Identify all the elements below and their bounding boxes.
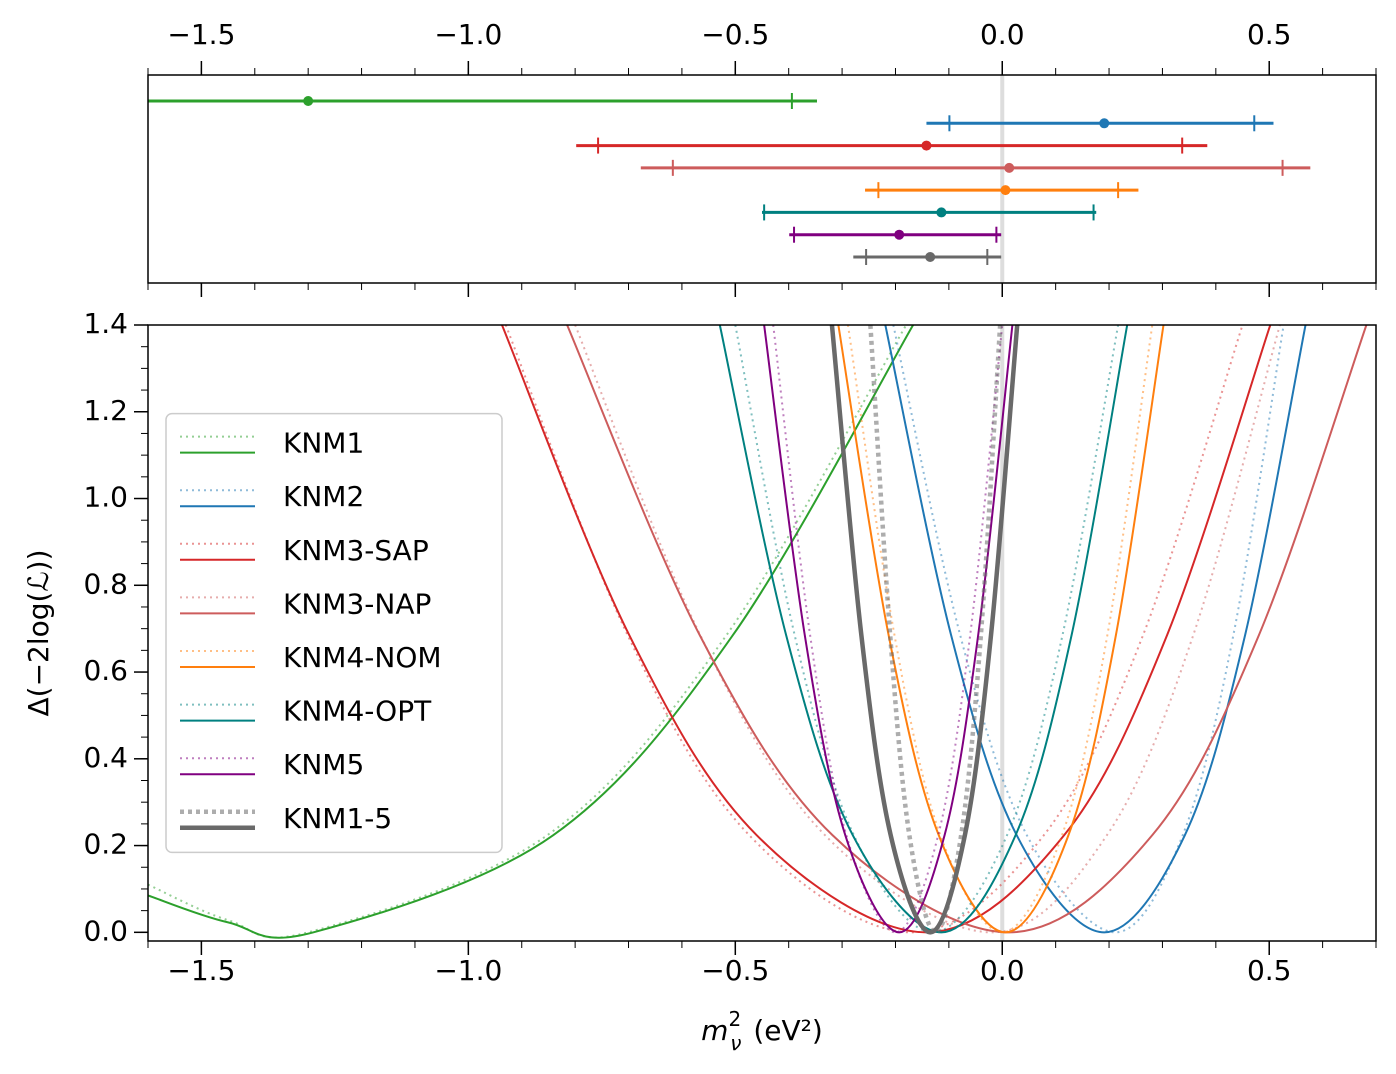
x-tick-label: 0.5: [1247, 954, 1292, 987]
y-tick-label: 0.2: [83, 828, 128, 861]
solid-curve: [718, 325, 1129, 934]
dotted-curve: [868, 325, 1003, 935]
legend-label: KNM5: [283, 748, 364, 781]
frame: [147, 324, 1377, 942]
best-fit: [1000, 185, 1011, 196]
x-label-symbol: m: [701, 1014, 728, 1047]
x-axis-label: m2 ν (eV²): [701, 1007, 823, 1055]
x-tick-label: −1.5: [167, 954, 235, 987]
x-tick-label: −1.0: [434, 954, 502, 987]
solid-curve: [837, 325, 1165, 934]
y-tick-label: 0.6: [83, 654, 128, 687]
dotted-curve: [148, 325, 908, 939]
x-tick-label: 0.0: [980, 18, 1025, 51]
best-fit: [936, 207, 947, 218]
best-fit: [303, 96, 314, 106]
solid-curve: [884, 325, 1307, 934]
best-fit: [925, 252, 936, 262]
legend-label: KNM3-SAP: [283, 534, 429, 567]
legend-label: KNM2: [283, 480, 364, 513]
y-tick-label: 1.0: [83, 481, 128, 514]
legend-label: KNM4-OPT: [283, 695, 432, 728]
best-fit: [921, 140, 932, 151]
y-tick-label: 0.0: [83, 914, 128, 947]
top-plot: [148, 75, 1311, 283]
y-tick-label: 0.8: [83, 567, 128, 600]
best-fit: [1004, 162, 1015, 173]
solid-curve: [148, 325, 914, 939]
y-tick-label: 0.4: [83, 741, 128, 774]
dotted-curve: [734, 325, 1120, 934]
y-tick-label: 1.4: [83, 307, 128, 340]
legend-label: KNM4-NOM: [283, 641, 442, 674]
x-label-subscript: ν: [730, 1031, 741, 1055]
x-tick-label: −1.5: [167, 18, 235, 51]
y-axis-label: Δ(−2log(ℒ)): [22, 550, 55, 717]
x-label-unit: (eV²): [753, 1014, 822, 1047]
dotted-curve: [574, 325, 1281, 934]
best-fit: [1099, 118, 1110, 129]
dotted-curve: [892, 325, 1285, 934]
legend-box: [165, 412, 503, 854]
solid-curve: [829, 325, 1020, 935]
x-tick-label: −0.5: [701, 954, 769, 987]
x-tick-label: −1.0: [434, 18, 502, 51]
y-tick-label: 1.2: [83, 394, 128, 427]
x-label-superscript: 2: [728, 1007, 741, 1031]
best-fit: [894, 229, 905, 240]
legend-label: KNM1-5: [283, 802, 392, 835]
legend-label: KNM1: [283, 427, 364, 460]
frame: [147, 74, 1377, 284]
solid-curve: [501, 325, 1272, 934]
x-tick-label: 0.0: [980, 954, 1025, 987]
x-tick-label: −0.5: [701, 18, 769, 51]
axes: −1.5 −1.0 −0.5 0.0 0.5 −1.5 −1.0 −0.5 0.0 0.5 0.0 0…: [22, 18, 1377, 1055]
bottom-plot: [148, 325, 1368, 941]
x-tick-label: 0.5: [1247, 18, 1292, 51]
legend-label: KNM3-NAP: [283, 587, 431, 620]
